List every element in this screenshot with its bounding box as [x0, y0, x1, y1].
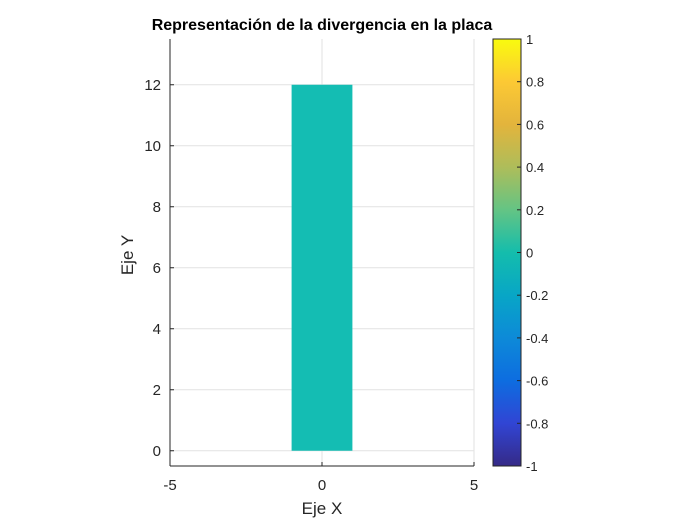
- x-tick-label: 5: [470, 477, 478, 494]
- y-tick-label: 10: [144, 138, 161, 155]
- y-tick-label: 4: [153, 321, 161, 338]
- colorbar-tick-label: -0.4: [526, 331, 548, 346]
- plate-divergence-patch: [291, 84, 353, 451]
- y-tick-label: 6: [153, 260, 161, 277]
- y-tick-label: 2: [153, 382, 161, 399]
- y-tick-label: 0: [153, 443, 161, 460]
- colorbar-tick-label: 0.2: [526, 203, 544, 218]
- chart-title: Representación de la divergencia en la p…: [152, 17, 493, 34]
- colorbar-tick-label: -1: [526, 459, 538, 474]
- colorbar: -1 -0.8 -0.6 -0.4 -0.2 0 0.2 0.4 0.6 0.8 1: [492, 32, 548, 474]
- colorbar-tick-label: 1: [526, 32, 533, 47]
- colorbar-gradient: [492, 38, 522, 467]
- y-axis-label: Eje Y: [118, 235, 137, 275]
- y-tick-label: 8: [153, 199, 161, 216]
- y-tick-label: 12: [144, 77, 161, 94]
- colorbar-tick-label: -0.2: [526, 288, 548, 303]
- x-axis-ticks: -5 0 5: [163, 462, 478, 494]
- colorbar-tick-label: -0.6: [526, 374, 548, 389]
- plate-layer: [291, 84, 353, 451]
- x-axis-label: Eje X: [302, 499, 343, 518]
- colorbar-tick-label: 0.6: [526, 117, 544, 132]
- x-tick-label: -5: [163, 477, 176, 494]
- colorbar-tick-label: 0.4: [526, 160, 544, 175]
- colorbar-tick-label: 0: [526, 246, 533, 261]
- x-tick-label: 0: [318, 477, 326, 494]
- colorbar-tick-label: 0.8: [526, 75, 544, 90]
- colorbar-tick-label: -0.8: [526, 416, 548, 431]
- y-axis-ticks: 0 2 4 6 8 10 12: [144, 77, 174, 460]
